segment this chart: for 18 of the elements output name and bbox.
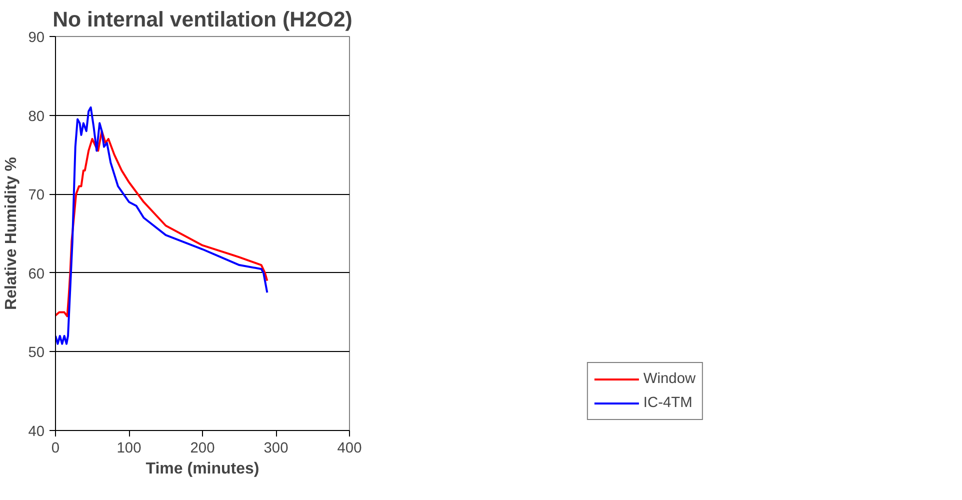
chart-title: No internal ventilation (H2O2) <box>52 8 352 32</box>
y-tick-label: 60 <box>28 266 45 282</box>
x-tick-label: 200 <box>190 440 215 456</box>
line-series <box>56 106 268 345</box>
x-tick-label: 400 <box>337 440 362 456</box>
y-axis-title: Relative Humidity % <box>3 157 20 310</box>
x-tick-label: 300 <box>264 440 288 456</box>
line-series <box>56 130 268 318</box>
y-tick-label: 80 <box>28 108 45 125</box>
legend-label: Window <box>643 371 696 387</box>
y-tick-label: 70 <box>28 188 45 204</box>
x-axis-title: Time (minutes) <box>146 460 260 478</box>
x-tick-label: 0 <box>51 440 60 456</box>
y-tick-label: 50 <box>28 345 45 362</box>
legend-label: IC-4TM <box>643 395 692 411</box>
x-tick-label: 100 <box>116 440 142 456</box>
y-tick-label: 90 <box>28 30 45 46</box>
y-tick-label: 40 <box>28 424 45 440</box>
